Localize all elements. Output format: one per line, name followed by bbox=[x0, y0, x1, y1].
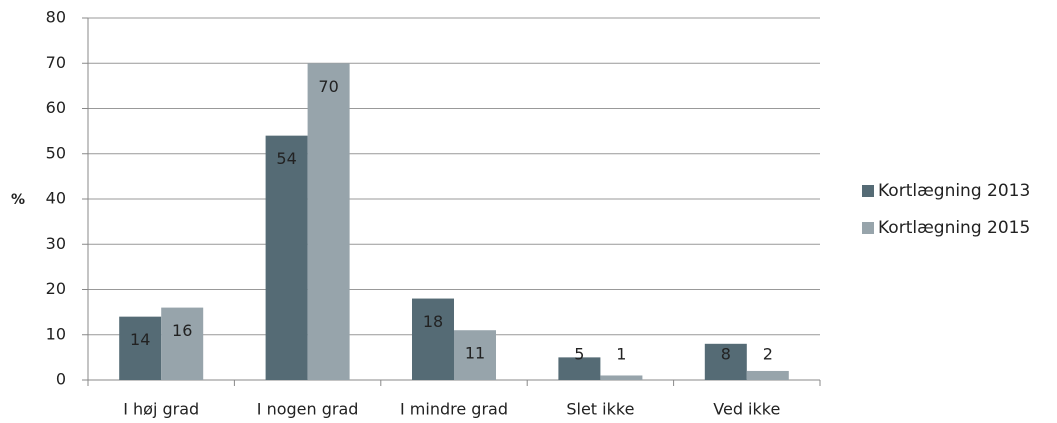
bar bbox=[600, 375, 643, 380]
legend-label: Kortlægning 2013 bbox=[878, 181, 1030, 201]
bar bbox=[704, 343, 747, 380]
data-label: 8 bbox=[721, 345, 731, 364]
x-tick-label: Slet ikke bbox=[566, 400, 634, 419]
x-tick-label: I høj grad bbox=[123, 400, 199, 419]
bar bbox=[119, 316, 162, 380]
data-label: 54 bbox=[276, 149, 296, 168]
y-tick-label: 40 bbox=[46, 189, 66, 208]
y-tick-label: 0 bbox=[56, 370, 66, 389]
legend-label: Kortlægning 2015 bbox=[878, 218, 1030, 238]
bar bbox=[307, 63, 350, 380]
x-tick-label: I nogen grad bbox=[257, 400, 359, 419]
bar bbox=[746, 370, 789, 380]
data-label: 70 bbox=[318, 77, 338, 96]
legend-swatch bbox=[862, 185, 874, 197]
y-tick-label: 20 bbox=[46, 279, 66, 298]
y-tick-label: 50 bbox=[46, 143, 66, 162]
data-label: 2 bbox=[763, 345, 773, 364]
y-tick-label: 80 bbox=[46, 8, 66, 27]
data-label: 1 bbox=[616, 345, 626, 364]
y-axis-label: % bbox=[11, 192, 25, 208]
legend-swatch bbox=[862, 222, 874, 234]
y-tick-label: 10 bbox=[46, 324, 66, 343]
data-label: 11 bbox=[465, 344, 485, 363]
x-tick-label: Ved ikke bbox=[713, 400, 780, 419]
bar bbox=[265, 135, 308, 380]
data-label: 5 bbox=[574, 345, 584, 364]
bar bbox=[558, 357, 601, 380]
bar bbox=[412, 298, 454, 380]
bar bbox=[454, 330, 496, 380]
bar bbox=[161, 307, 204, 380]
data-label: 18 bbox=[423, 312, 443, 331]
y-tick-label: 30 bbox=[46, 234, 66, 253]
y-tick-label: 70 bbox=[46, 53, 66, 72]
y-tick-label: 60 bbox=[46, 98, 66, 117]
data-label: 16 bbox=[172, 321, 192, 340]
x-tick-label: I mindre grad bbox=[400, 400, 508, 419]
data-label: 14 bbox=[130, 330, 150, 349]
